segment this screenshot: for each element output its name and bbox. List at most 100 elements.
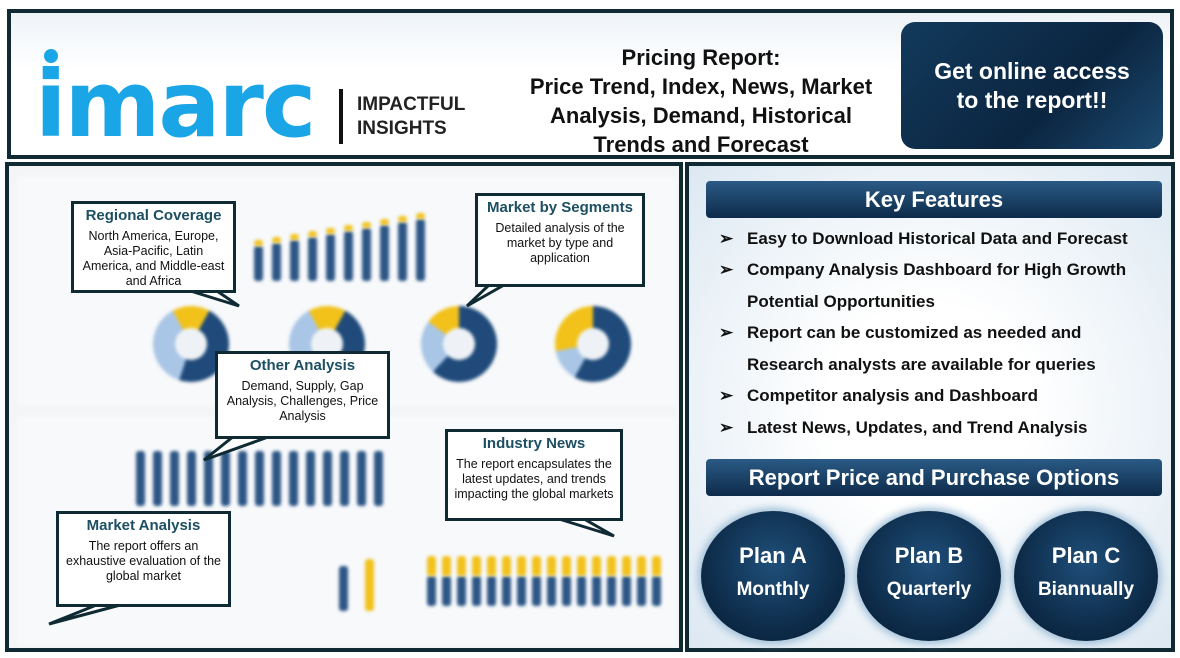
blurred-bar xyxy=(306,451,315,506)
arrow-right-icon: ➢ xyxy=(719,229,734,248)
blurred-bar xyxy=(502,556,511,576)
blurred-bar xyxy=(187,451,196,506)
blurred-bar xyxy=(547,556,556,576)
blurred-bar xyxy=(637,556,646,576)
blurred-bar xyxy=(487,556,496,576)
imarc-logo: imarc xyxy=(35,51,316,158)
blurred-bar xyxy=(427,556,436,576)
blurred-bar xyxy=(308,231,317,237)
blurred-bar xyxy=(362,222,371,228)
blurred-bar xyxy=(398,222,407,281)
blurred-bar xyxy=(290,234,299,240)
get-online-access-button[interactable]: Get online access to the report!! xyxy=(901,22,1163,149)
blurred-bar xyxy=(326,234,335,281)
plan-c-button[interactable]: Plan C Biannually xyxy=(1014,511,1158,641)
blurred-bar xyxy=(374,451,383,506)
feature-text: Research analysts are available for quer… xyxy=(747,355,1096,374)
blurred-bar xyxy=(323,451,332,506)
pricing-heading: Report Price and Purchase Options xyxy=(706,459,1162,496)
blurred-bar xyxy=(472,556,481,576)
feature-text: Competitor analysis and Dashboard xyxy=(747,386,1038,405)
blurred-bar xyxy=(204,451,213,506)
feature-text: Easy to Download Historical Data and For… xyxy=(747,229,1128,248)
blurred-bar xyxy=(442,556,451,576)
blurred-bar xyxy=(416,219,425,281)
blurred-bar xyxy=(592,556,601,576)
blurred-bar xyxy=(344,231,353,281)
blurred-bar xyxy=(380,219,389,225)
blurred-bar xyxy=(607,576,616,606)
blurred-bar xyxy=(357,451,366,506)
blurred-bar xyxy=(487,576,496,606)
blurred-bar xyxy=(308,237,317,281)
feature-text: Potential Opportunities xyxy=(747,292,935,311)
blurred-bar xyxy=(272,237,281,243)
callout-market-analysis: Market Analysis The report offers an exha… xyxy=(56,511,231,607)
blurred-bar xyxy=(362,228,371,281)
blurred-bar xyxy=(547,576,556,606)
report-title: Pricing Report: Price Trend, Index, News,… xyxy=(529,45,873,157)
blurred-bar xyxy=(339,566,348,611)
blurred-bar xyxy=(170,451,179,506)
blurred-bar xyxy=(365,559,374,611)
dashboard-preview: Regional Coverage North America, Europe, … xyxy=(5,162,683,652)
key-features-heading: Key Features xyxy=(706,181,1162,218)
blurred-bar xyxy=(577,576,586,606)
arrow-right-icon: ➢ xyxy=(719,386,734,405)
feature-text: Latest News, Updates, and Trend Analysis xyxy=(747,418,1088,437)
blurred-bar xyxy=(577,556,586,576)
callout-industry-news: Industry News The report encapsulates the… xyxy=(445,429,623,521)
blurred-bar xyxy=(398,216,407,222)
blurred-bar xyxy=(637,576,646,606)
blurred-bar xyxy=(622,576,631,606)
blurred-bar xyxy=(238,451,247,506)
blurred-bar xyxy=(221,451,230,506)
plan-a-button[interactable]: Plan A Monthly xyxy=(701,511,845,641)
plan-b-button[interactable]: Plan B Quarterly xyxy=(857,511,1001,641)
blurred-bar xyxy=(472,576,481,606)
blurred-bar xyxy=(592,576,601,606)
blurred-bar xyxy=(457,576,466,606)
logo-dot xyxy=(44,49,58,63)
donut-chart xyxy=(555,306,631,382)
feature-text: Company Analysis Dashboard for High Grow… xyxy=(747,260,1127,279)
blurred-bar xyxy=(272,451,281,506)
callout-regional-coverage: Regional Coverage North America, Europe, … xyxy=(71,201,236,293)
tagline: IMPACTFUL INSIGHTS xyxy=(357,94,466,139)
features-panel: Key Features ➢ Easy to Download Historica… xyxy=(685,162,1175,652)
blurred-bar xyxy=(457,556,466,576)
blurred-bar xyxy=(344,225,353,231)
arrow-right-icon: ➢ xyxy=(719,418,734,437)
feature-text: Report can be customized as needed and xyxy=(747,323,1082,342)
blurred-bar xyxy=(442,576,451,606)
blurred-bar xyxy=(532,556,541,576)
blurred-bar xyxy=(340,451,349,506)
blurred-bar xyxy=(272,243,281,281)
blurred-bar xyxy=(517,556,526,576)
blurred-bar xyxy=(136,451,145,506)
blurred-bar xyxy=(562,576,571,606)
logo-divider xyxy=(339,89,343,144)
blurred-bar xyxy=(517,576,526,606)
arrow-right-icon: ➢ xyxy=(719,323,734,342)
blurred-bar xyxy=(326,228,335,234)
blurred-bar xyxy=(254,240,263,246)
donut-chart xyxy=(421,306,497,382)
blurred-bar xyxy=(607,556,616,576)
blurred-bar xyxy=(652,576,661,606)
blurred-bar xyxy=(622,556,631,576)
blurred-bar xyxy=(289,451,298,506)
callout-other-analysis: Other Analysis Demand, Supply, Gap Analys… xyxy=(215,351,390,439)
blurred-bar xyxy=(416,213,425,219)
blurred-bar xyxy=(290,240,299,281)
blurred-bar xyxy=(562,556,571,576)
blurred-bar xyxy=(380,225,389,281)
blurred-bar xyxy=(532,576,541,606)
blurred-bar xyxy=(427,576,436,606)
blurred-bar xyxy=(153,451,162,506)
callout-tails xyxy=(48,283,615,626)
blurred-bar xyxy=(254,246,263,281)
header-banner: imarc IMPACTFUL INSIGHTS Pricing Report: P… xyxy=(7,9,1174,159)
blurred-bar xyxy=(502,576,511,606)
blurred-bar xyxy=(652,556,661,576)
